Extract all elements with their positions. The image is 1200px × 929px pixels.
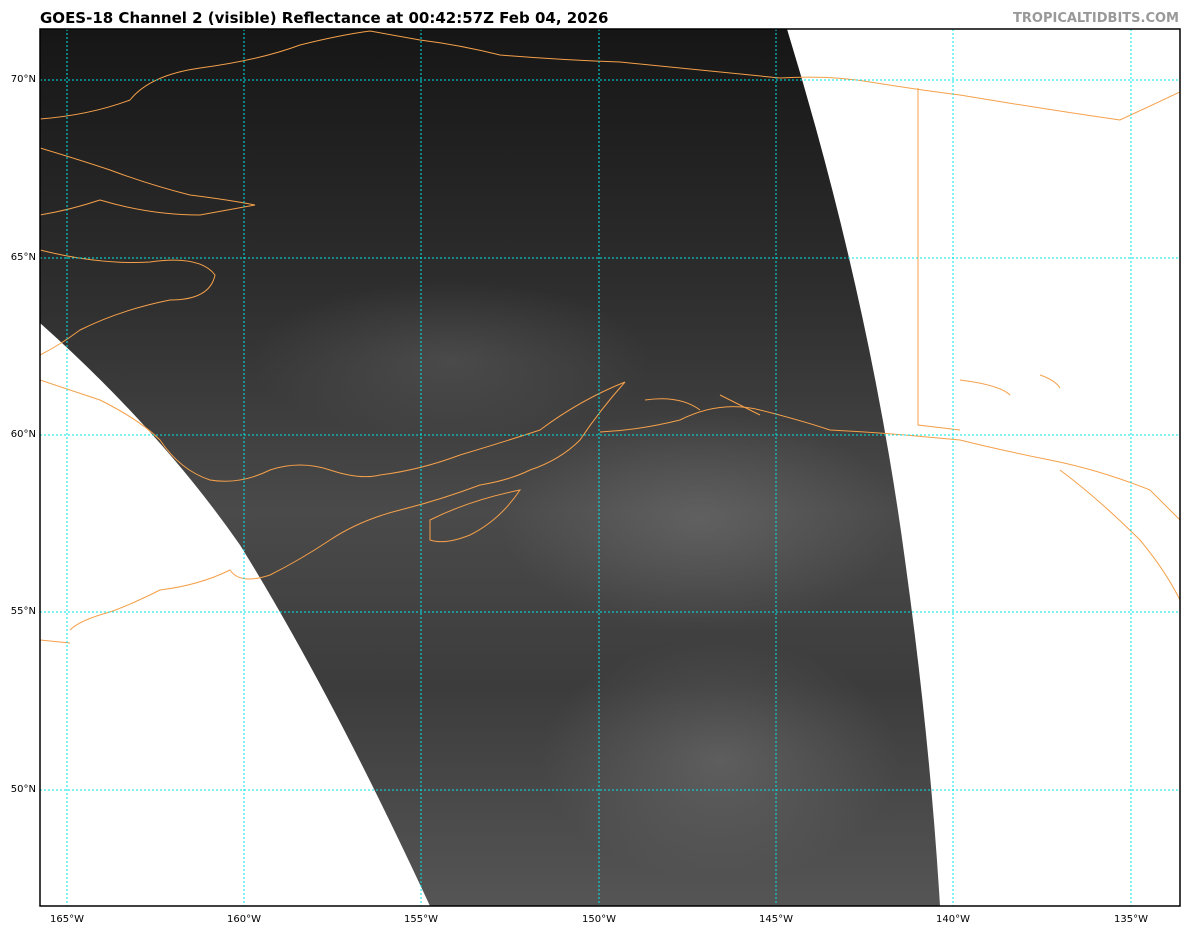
watermark: TROPICALTIDBITS.COM xyxy=(1013,11,1179,26)
lon-label-145w: 145°W xyxy=(759,914,793,925)
lon-label-160w: 160°W xyxy=(227,914,261,925)
lon-label-140w: 140°W xyxy=(936,914,970,925)
coastlines xyxy=(40,30,1180,644)
lon-label-165w: 165°W xyxy=(50,914,84,925)
lon-label-135w: 135°W xyxy=(1114,914,1148,925)
lat-label-60n: 60°N xyxy=(10,429,36,440)
lat-label-50n: 50°N xyxy=(10,784,36,795)
map-frame xyxy=(39,28,1181,907)
map-title: GOES-18 Channel 2 (visible) Reflectance … xyxy=(40,9,609,27)
lon-label-150w: 150°W xyxy=(582,914,616,925)
lat-label-65n: 65°N xyxy=(10,252,36,263)
lat-label-70n: 70°N xyxy=(10,74,36,85)
gridlines xyxy=(40,29,1180,906)
lat-label-55n: 55°N xyxy=(10,606,36,617)
lon-label-155w: 155°W xyxy=(404,914,438,925)
